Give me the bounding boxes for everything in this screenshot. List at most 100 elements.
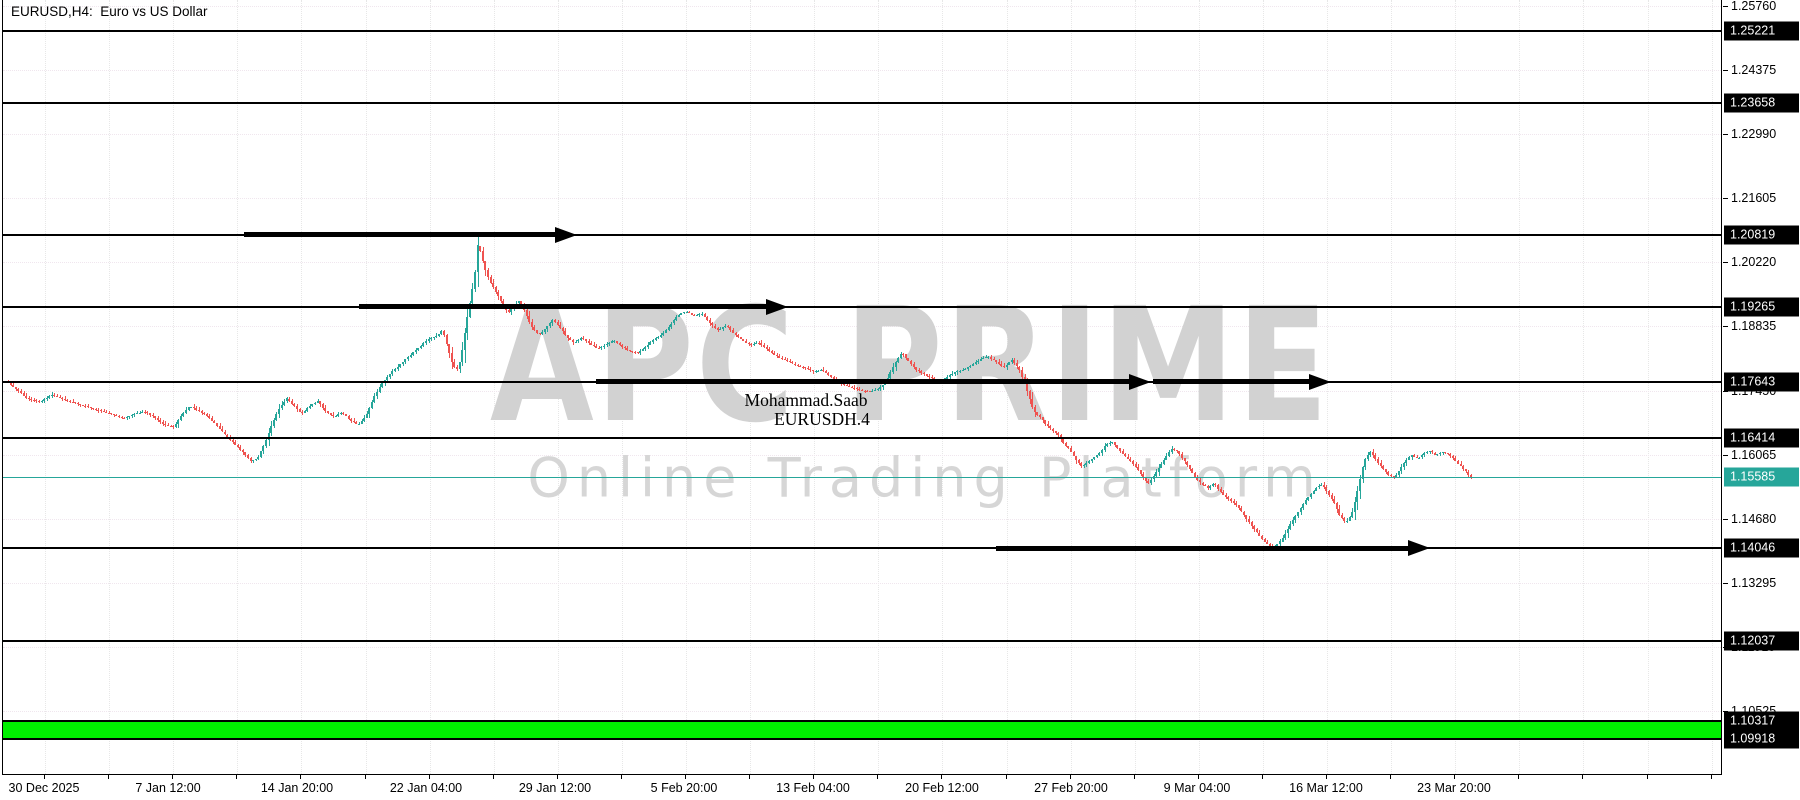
candle-body [824, 370, 827, 373]
candle-body [618, 342, 621, 345]
candle-body [218, 425, 221, 429]
candle-body [249, 458, 252, 462]
candle-wick [69, 400, 71, 404]
grid-vline [878, 0, 880, 774]
price-axis[interactable]: 1.25760 1.24375 1.22990 1.21605 1.20220 1.188… [1723, 0, 1800, 775]
candle-body [739, 337, 742, 340]
candle-wick [1003, 363, 1005, 368]
candle-body [401, 361, 404, 365]
candle-body [430, 338, 433, 340]
candle-body [130, 415, 133, 417]
level-line [3, 640, 1721, 642]
candle-body [1193, 472, 1196, 477]
candle-body [863, 390, 866, 392]
candle-body [1410, 455, 1413, 458]
level-line [3, 233, 1721, 236]
candle-body [1459, 463, 1462, 467]
candle-body [1263, 539, 1266, 542]
time-axis-label: 5 Feb 20:00 [650, 781, 718, 795]
candle-body [530, 321, 533, 328]
candle-body [1389, 474, 1392, 477]
candle-body [1240, 507, 1243, 512]
candle-body [791, 362, 794, 364]
candle-body [1160, 463, 1163, 468]
candle-body [894, 362, 897, 367]
time-tick [1454, 775, 1456, 779]
candle-body [321, 404, 324, 408]
candle-body [437, 333, 440, 336]
candle-body [889, 372, 892, 379]
candle-body [12, 384, 15, 387]
candle-body [386, 377, 389, 381]
candle-body [182, 413, 185, 417]
candle-body [1183, 457, 1186, 462]
candle-body [1002, 365, 1005, 368]
candle-body [959, 370, 961, 372]
candle-body [654, 338, 657, 340]
candle-body [375, 391, 378, 397]
time-tick [1710, 775, 1712, 779]
level-line [3, 547, 1721, 549]
candle-body [448, 343, 451, 353]
time-tick [749, 775, 751, 779]
trend-arrow-head [1129, 373, 1151, 390]
candle-body [1299, 507, 1302, 512]
candle-body [853, 387, 856, 389]
candle-body [1353, 501, 1356, 513]
candle-body [185, 410, 187, 413]
time-axis[interactable]: 30 Dec 2025 7 Jan 12:00 14 Jan 20:00 22 Jan… [2, 775, 1722, 800]
time-axis-label: 20 Feb 12:00 [905, 781, 979, 795]
candle-body [608, 342, 611, 345]
candle-body [631, 351, 634, 353]
candle-body [40, 400, 43, 402]
candle-body [641, 349, 644, 352]
candle-body [1446, 453, 1449, 455]
candle-body [974, 362, 977, 365]
candle-body [577, 339, 580, 342]
candle-body [1144, 477, 1147, 482]
candle-wick [137, 410, 138, 414]
candle-body [1152, 476, 1155, 480]
candle-wick [88, 404, 89, 408]
candle-body [1374, 455, 1377, 459]
candle-body [1093, 457, 1096, 460]
candle-body [1333, 498, 1336, 503]
candle-body [636, 352, 639, 354]
candle-body [391, 371, 394, 375]
time-axis-label: 27 Feb 20:00 [1034, 781, 1108, 795]
time-tick [44, 775, 45, 779]
candle-wick [784, 356, 786, 361]
candle-body [92, 407, 95, 409]
candle-body [1013, 359, 1016, 363]
candle-body [373, 396, 376, 402]
candle-body [930, 376, 933, 378]
candle-body [806, 368, 809, 370]
candle-wick [717, 327, 719, 333]
candle-wick [598, 345, 600, 349]
candle-wick [57, 394, 58, 397]
candle-body [1457, 460, 1459, 464]
candle-body [1227, 497, 1230, 500]
grid-vline [1647, 0, 1649, 774]
candle-wick [957, 370, 959, 375]
time-tick [1646, 775, 1648, 779]
candle-body [525, 310, 528, 317]
candle-body [879, 387, 881, 390]
candle-body [265, 440, 267, 447]
candle-body [306, 408, 309, 411]
time-tick [620, 775, 622, 779]
candle-body [56, 395, 58, 397]
grid-vline [557, 0, 559, 774]
grid-vline [1519, 0, 1521, 774]
candle-body [969, 365, 972, 368]
level-line [3, 719, 1721, 722]
candle-body [551, 320, 554, 324]
candle-body [76, 403, 79, 405]
candle-body [659, 335, 662, 337]
candle-body [396, 366, 399, 369]
candle-body [605, 344, 608, 346]
chart-plot-area[interactable]: APC PRIME Online Trading Platform Mohamm… [2, 0, 1722, 775]
candle-body [1454, 458, 1457, 461]
price-level-badge: 1.16414 [1724, 428, 1799, 448]
price-scale-label: 1.18835 [1731, 319, 1777, 334]
